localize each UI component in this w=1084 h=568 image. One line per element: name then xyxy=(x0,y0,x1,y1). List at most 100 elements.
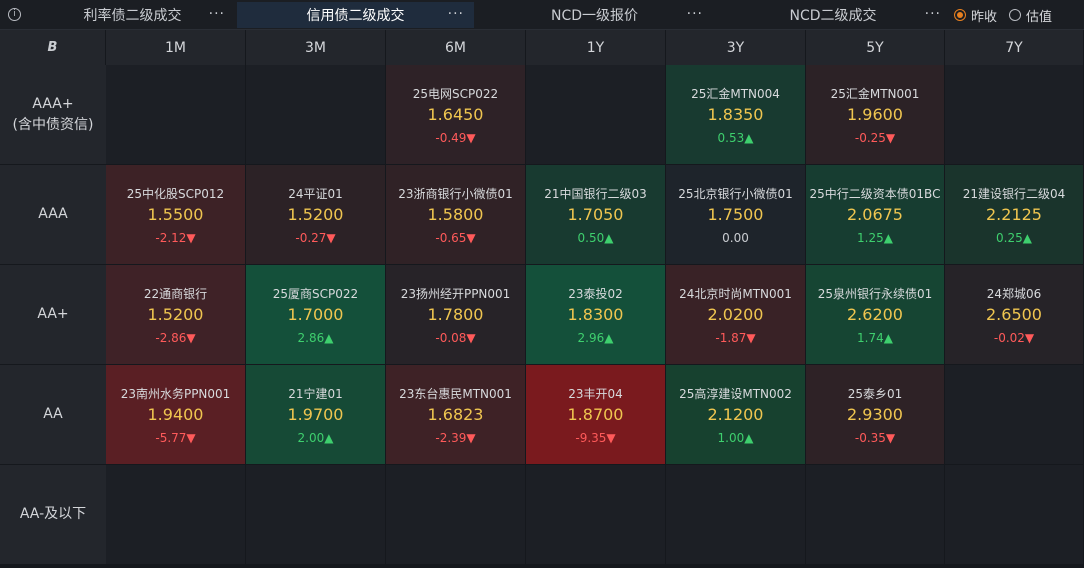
column-header-3y: 3Y xyxy=(666,30,806,65)
bond-quote-cell[interactable]: 23浙商银行小微债01 1.5800 -0.65▼ xyxy=(386,165,526,265)
bond-quote-cell[interactable]: 25高淳建设MTN002 2.1200 1.00▲ xyxy=(666,365,806,465)
bond-quote-cell[interactable]: 25泰乡01 2.9300 -0.35▼ xyxy=(806,365,945,465)
bond-name: 25厦商SCP022 xyxy=(272,287,359,301)
bp-change: -5.77▼ xyxy=(155,431,196,445)
bond-quote-cell[interactable]: 25厦商SCP022 1.7000 2.86▲ xyxy=(246,265,386,365)
bond-quote-cell[interactable]: 25北京银行小微债01 1.7500 0.00 xyxy=(666,165,806,265)
bp-change: 1.25▲ xyxy=(857,231,893,245)
bond-quote-cell[interactable]: 25汇金MTN004 1.8350 0.53▲ xyxy=(666,65,806,165)
top-tab-bar: i 利率债二级成交 ··· 信用债二级成交 ··· NCD一级报价 ··· NC… xyxy=(0,0,1084,30)
bp-change: -1.87▼ xyxy=(715,331,756,345)
bond-name: 25中行二级资本债01BC xyxy=(809,187,941,201)
bond-yield: 1.5800 xyxy=(427,205,484,224)
bond-name: 22通商银行 xyxy=(143,287,208,301)
radio-prev-close[interactable]: 昨收 xyxy=(954,6,997,25)
tab-ncd-primary-quotes[interactable]: NCD一级报价 ··· xyxy=(476,2,713,28)
tab-ncd-secondary-trades[interactable]: NCD二级成交 ··· xyxy=(715,2,951,28)
bond-name: 25汇金MTN001 xyxy=(830,87,920,101)
bp-change: -0.65▼ xyxy=(435,231,476,245)
info-icon[interactable]: i xyxy=(8,8,21,21)
price-basis-radio-group: 昨收 估值 xyxy=(954,0,1064,30)
bond-name: 24平证01 xyxy=(288,187,343,201)
bond-quote-cell[interactable]: 24平证01 1.5200 -0.27▼ xyxy=(246,165,386,265)
bond-yield: 1.8700 xyxy=(567,405,624,424)
bond-name: 23东台惠民MTN001 xyxy=(399,387,512,401)
bond-name: 25泉州银行永续债01 xyxy=(817,287,933,301)
more-icon[interactable]: ··· xyxy=(447,6,464,22)
bond-quote-cell[interactable]: 21建设银行二级04 2.2125 0.25▲ xyxy=(945,165,1084,265)
bond-name: 25电网SCP022 xyxy=(412,87,499,101)
bp-change: 0.53▲ xyxy=(717,131,754,145)
bp-change: 2.00▲ xyxy=(297,431,334,445)
radio-label: 估值 xyxy=(1026,9,1053,25)
bond-yield: 1.5200 xyxy=(287,205,344,224)
rating-tenor-grid: B 1M 3M 6M 1Y 3Y 5Y 7Y AAA+ (含中债资信) 25电网SCP022 1.6… xyxy=(0,30,1084,568)
bond-quote-cell[interactable]: 24郑城06 2.6500 -0.02▼ xyxy=(945,265,1084,365)
bp-change: 2.96▲ xyxy=(577,331,614,345)
bond-name: 25中化股SCP012 xyxy=(126,187,225,201)
empty-cell xyxy=(106,465,246,565)
tab-label: NCD一级报价 xyxy=(550,8,639,24)
empty-cell xyxy=(945,465,1084,565)
bond-yield: 1.5200 xyxy=(147,305,204,324)
bond-quote-cell[interactable]: 25电网SCP022 1.6450 -0.49▼ xyxy=(386,65,526,165)
tab-credit-secondary-trades[interactable]: 信用债二级成交 ··· xyxy=(237,2,474,28)
row-label: AA+ xyxy=(0,265,106,365)
bp-change: -0.27▼ xyxy=(295,231,336,245)
column-header-6m: 6M xyxy=(386,30,526,65)
empty-cell xyxy=(806,465,945,565)
more-icon[interactable]: ··· xyxy=(208,6,225,22)
tab-label: 利率债二级成交 xyxy=(83,8,182,24)
bond-quote-cell[interactable]: 25泉州银行永续债01 2.6200 1.74▲ xyxy=(806,265,945,365)
bond-yield: 1.7050 xyxy=(567,205,624,224)
radio-dot-icon xyxy=(1009,9,1022,21)
bond-name: 21中国银行二级03 xyxy=(544,187,647,201)
bond-yield: 1.8300 xyxy=(567,305,624,324)
row-label: AA-及以下 xyxy=(0,465,106,565)
bp-change: 1.00▲ xyxy=(717,431,754,445)
bond-yield: 1.5500 xyxy=(147,205,204,224)
bp-change: -2.39▼ xyxy=(435,431,476,445)
empty-cell xyxy=(945,65,1084,165)
bond-quote-cell[interactable]: 25汇金MTN001 1.9600 -0.25▼ xyxy=(806,65,945,165)
bond-yield: 2.0200 xyxy=(707,305,764,324)
bp-change: -0.25▼ xyxy=(854,131,896,145)
more-icon[interactable]: ··· xyxy=(924,6,941,22)
bond-quote-cell[interactable]: 23丰开04 1.8700 -9.35▼ xyxy=(526,365,666,465)
bp-change: -2.12▼ xyxy=(155,231,196,245)
bond-quote-cell[interactable]: 23扬州经开PPN001 1.7800 -0.08▼ xyxy=(386,265,526,365)
bp-change: 2.86▲ xyxy=(297,331,334,345)
bond-quote-cell[interactable]: 25中化股SCP012 1.5500 -2.12▼ xyxy=(106,165,246,265)
bond-name: 25北京银行小微债01 xyxy=(678,187,793,201)
bond-name: 25高淳建设MTN002 xyxy=(679,387,792,401)
empty-cell xyxy=(386,465,526,565)
bond-yield: 1.7800 xyxy=(427,305,484,324)
bond-quote-cell[interactable]: 23泰投02 1.8300 2.96▲ xyxy=(526,265,666,365)
bond-name: 24郑城06 xyxy=(986,287,1042,301)
tab-label: NCD二级成交 xyxy=(789,8,877,24)
bond-yield: 1.9400 xyxy=(147,405,204,424)
bond-quote-cell[interactable]: 23东台惠民MTN001 1.6823 -2.39▼ xyxy=(386,365,526,465)
bond-name: 23丰开04 xyxy=(568,387,623,401)
bond-yield: 1.9600 xyxy=(847,105,903,124)
column-header-7y: 7Y xyxy=(945,30,1084,65)
bond-quote-cell[interactable]: 23南州水务PPN001 1.9400 -5.77▼ xyxy=(106,365,246,465)
bp-change: -2.86▼ xyxy=(155,331,196,345)
radio-dot-icon xyxy=(954,9,966,21)
empty-cell xyxy=(945,365,1084,465)
bp-change: -9.35▼ xyxy=(575,431,616,445)
tab-rates-secondary-trades[interactable]: 利率债二级成交 ··· xyxy=(30,2,235,28)
column-header-1m: 1M xyxy=(106,30,246,65)
bond-quote-cell[interactable]: 21宁建01 1.9700 2.00▲ xyxy=(246,365,386,465)
radio-valuation[interactable]: 估值 xyxy=(1009,6,1052,25)
bond-quote-cell[interactable]: 25中行二级资本债01BC 2.0675 1.25▲ xyxy=(806,165,945,265)
bond-quote-cell[interactable]: 22通商银行 1.5200 -2.86▼ xyxy=(106,265,246,365)
bp-change: -0.02▼ xyxy=(993,331,1035,345)
bond-quote-cell[interactable]: 24北京时尚MTN001 2.0200 -1.87▼ xyxy=(666,265,806,365)
bp-change: -0.08▼ xyxy=(435,331,476,345)
bond-yield: 1.6823 xyxy=(427,405,484,424)
more-icon[interactable]: ··· xyxy=(686,6,703,22)
empty-cell xyxy=(246,465,386,565)
bp-change: 0.00 xyxy=(722,231,749,245)
bond-quote-cell[interactable]: 21中国银行二级03 1.7050 0.50▲ xyxy=(526,165,666,265)
